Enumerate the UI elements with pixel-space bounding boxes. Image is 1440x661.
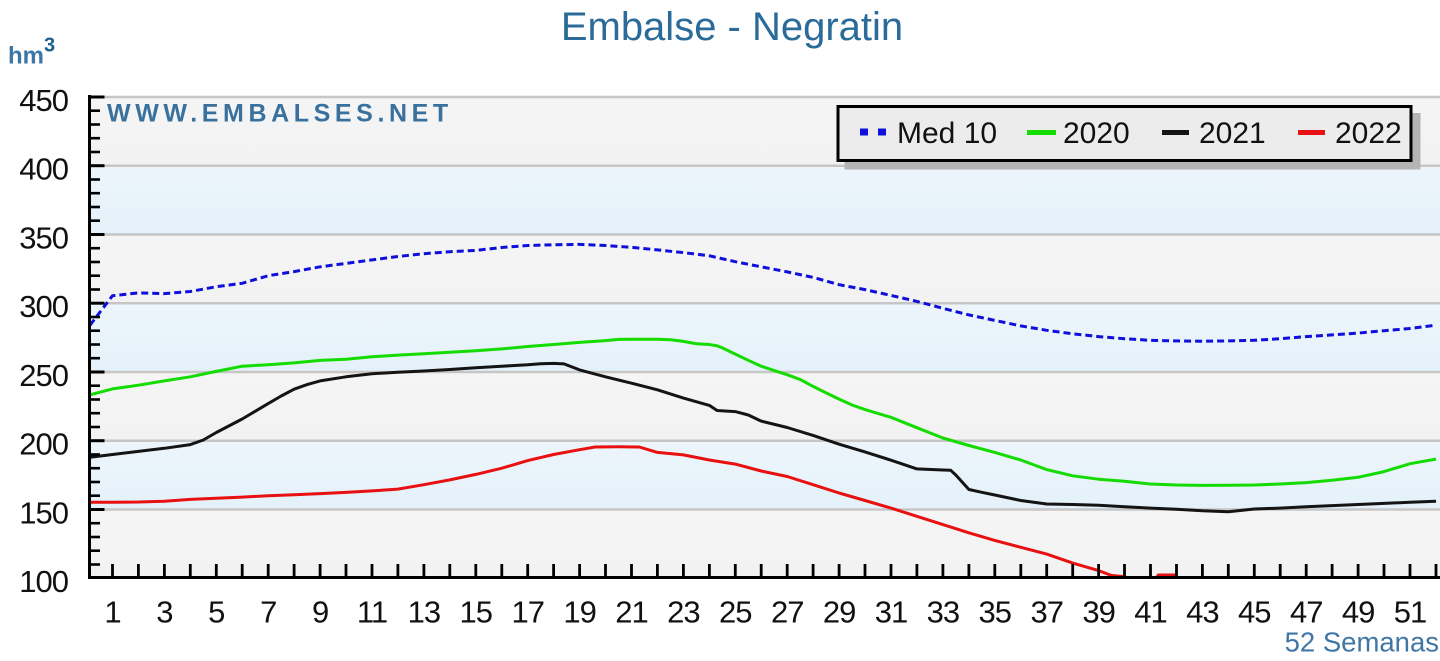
svg-text:13: 13 (408, 595, 440, 630)
svg-text:Med 10: Med 10 (897, 117, 997, 150)
svg-text:3: 3 (44, 35, 55, 57)
svg-text:19: 19 (563, 595, 595, 630)
svg-text:100: 100 (19, 564, 68, 599)
svg-text:47: 47 (1290, 595, 1322, 630)
svg-text:hm: hm (8, 43, 44, 70)
svg-text:39: 39 (1082, 595, 1114, 630)
svg-text:52 Semanas: 52 Semanas (1285, 627, 1439, 658)
svg-text:37: 37 (1030, 595, 1062, 630)
svg-text:23: 23 (667, 595, 699, 630)
svg-text:Embalse - Negratin: Embalse - Negratin (561, 5, 903, 49)
svg-text:3: 3 (156, 595, 172, 630)
svg-text:150: 150 (19, 496, 68, 531)
svg-text:250: 250 (19, 358, 68, 393)
svg-text:27: 27 (771, 595, 803, 630)
svg-text:11: 11 (357, 595, 387, 630)
svg-text:41: 41 (1134, 595, 1166, 630)
svg-text:45: 45 (1238, 595, 1270, 630)
svg-text:2022: 2022 (1335, 117, 1402, 150)
svg-text:17: 17 (511, 595, 543, 630)
svg-text:2021: 2021 (1199, 117, 1266, 150)
svg-text:350: 350 (19, 221, 68, 256)
svg-text:450: 450 (19, 83, 68, 118)
svg-text:400: 400 (19, 152, 68, 187)
svg-text:WWW.EMBALSES.NET: WWW.EMBALSES.NET (107, 100, 453, 128)
svg-text:7: 7 (260, 595, 276, 630)
svg-text:5: 5 (208, 595, 224, 630)
svg-text:29: 29 (823, 595, 855, 630)
svg-text:1: 1 (104, 595, 120, 630)
svg-text:15: 15 (460, 595, 492, 630)
svg-text:9: 9 (312, 595, 328, 630)
svg-text:300: 300 (19, 289, 68, 324)
svg-text:51: 51 (1394, 595, 1426, 630)
svg-text:31: 31 (875, 595, 907, 630)
svg-text:35: 35 (979, 595, 1011, 630)
svg-text:25: 25 (719, 595, 751, 630)
svg-text:2020: 2020 (1063, 117, 1130, 150)
svg-text:49: 49 (1342, 595, 1374, 630)
svg-text:21: 21 (615, 595, 647, 630)
svg-text:43: 43 (1186, 595, 1218, 630)
svg-text:33: 33 (927, 595, 959, 630)
svg-text:200: 200 (19, 427, 68, 462)
